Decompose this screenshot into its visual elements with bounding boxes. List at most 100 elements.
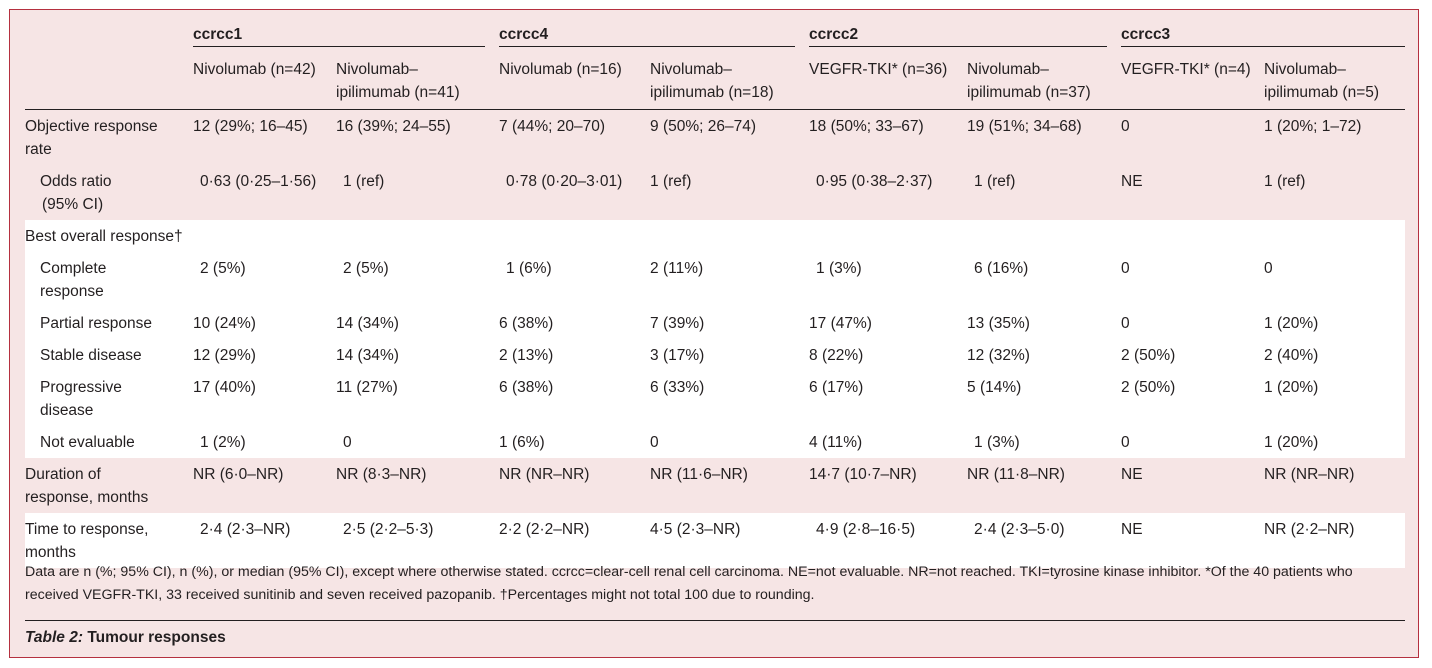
table-cell: 4·5 (2·3–NR)	[650, 521, 741, 538]
column-header: Nivolumab– ipilimumab (n=5)	[1264, 61, 1380, 101]
column-header: Nivolumab (n=16)	[499, 61, 622, 78]
table-cell: 19 (51%; 34–68)	[967, 118, 1082, 135]
table-cell: 10 (24%)	[193, 315, 256, 332]
table-cell: 14·7 (10·7–NR)	[809, 466, 917, 483]
table-cell: 0	[650, 434, 659, 451]
table-cell: 7 (44%; 20–70)	[499, 118, 606, 135]
table-cell: NR (8·3–NR)	[336, 466, 427, 483]
row-label: Objective response rate	[25, 118, 158, 158]
group-ccrcc4: ccrcc4	[499, 23, 796, 47]
table-cell: NE	[1121, 466, 1143, 483]
table-cell: 1 (ref)	[343, 173, 385, 190]
table-cell: 1 (6%)	[506, 260, 552, 277]
table-footnote: Data are n (%; 95% CI), n (%), or median…	[25, 564, 1353, 603]
row-label: Time to response, months	[25, 521, 149, 561]
table-cell: 1 (ref)	[1264, 173, 1306, 190]
table-row: Odds ratio (95% CI) 0·63 (0·25–1·56) 1 (r…	[25, 165, 1406, 220]
table-cell: 6 (33%)	[650, 379, 705, 396]
row-label: Progressive disease	[40, 379, 122, 419]
table-cell: 14 (34%)	[336, 347, 399, 364]
table-cell: 0·95 (0·38–2·37)	[816, 173, 933, 190]
table-cell: 1 (ref)	[974, 173, 1016, 190]
table-cell: 2 (50%)	[1121, 347, 1176, 364]
row-label: Duration of response, months	[25, 466, 149, 506]
table-cell: 0	[1264, 260, 1273, 277]
table-row: Partial response 10 (24%) 14 (34%) 6 (38…	[25, 307, 1406, 339]
table-cell: 2 (40%)	[1264, 347, 1319, 364]
table-cell: 14 (34%)	[336, 315, 399, 332]
footnote-divider	[25, 620, 1405, 621]
column-header-row: Nivolumab (n=42) Nivolumab– ipilimumab (n…	[25, 49, 1406, 110]
caption-label: Table 2:	[25, 629, 83, 646]
tumour-responses-table: ccrcc1 ccrcc4 ccrcc2 ccrcc3 Nivolumab (n…	[25, 10, 1406, 568]
table-cell: 2 (13%)	[499, 347, 554, 364]
table-cell: 0	[343, 434, 352, 451]
table-cell: 6 (16%)	[974, 260, 1029, 277]
caption-title: Tumour responses	[87, 629, 226, 646]
table-cell: 2 (5%)	[343, 260, 389, 277]
table-row: Progressive disease 17 (40%) 11 (27%) 6 (…	[25, 371, 1406, 426]
table-cell: 13 (35%)	[967, 315, 1030, 332]
group-ccrcc3: ccrcc3	[1121, 23, 1406, 47]
row-label: Stable disease	[40, 347, 142, 364]
table-cell: 6 (38%)	[499, 379, 554, 396]
column-header: Nivolumab– ipilimumab (n=37)	[967, 61, 1091, 101]
table-caption: Table 2: Tumour responses	[25, 626, 226, 650]
table-cell: 12 (29%)	[193, 347, 256, 364]
table-cell: NR (11·6–NR)	[650, 466, 748, 483]
table-cell: 2·5 (2·2–5·3)	[343, 521, 434, 538]
table-cell: 1 (3%)	[816, 260, 862, 277]
table-cell: 1 (2%)	[200, 434, 246, 451]
table-cell: 9 (50%; 26–74)	[650, 118, 757, 135]
table-cell: 1 (6%)	[499, 434, 545, 451]
table-cell: 6 (17%)	[809, 379, 864, 396]
group-ccrcc2: ccrcc2	[809, 23, 1108, 47]
table-cell: NR (NR–NR)	[1264, 466, 1355, 483]
table-panel: ccrcc1 ccrcc4 ccrcc2 ccrcc3 Nivolumab (n…	[9, 9, 1419, 658]
table-row: Complete response 2 (5%) 2 (5%) 1 (6%) 2 …	[25, 252, 1406, 307]
table-cell: 1 (3%)	[974, 434, 1020, 451]
table-row: Duration of response, months NR (6·0–NR) …	[25, 458, 1406, 513]
table-cell: 2·4 (2·3–5·0)	[974, 521, 1065, 538]
table-cell: NR (6·0–NR)	[193, 466, 284, 483]
table-cell: 0	[1121, 118, 1130, 135]
table-row: Best overall response†	[25, 220, 1406, 252]
section-heading: Best overall response†	[25, 228, 183, 245]
row-label: Odds ratio (95% CI)	[40, 173, 112, 213]
table-row: Objective response rate 12 (29%; 16–45) 1…	[25, 109, 1406, 165]
table-row: Stable disease 12 (29%) 14 (34%) 2 (13%)…	[25, 339, 1406, 371]
table-row: Time to response, months 2·4 (2·3–NR) 2·5…	[25, 513, 1406, 568]
group-header-row: ccrcc1 ccrcc4 ccrcc2 ccrcc3	[25, 10, 1406, 49]
table-cell: 2 (50%)	[1121, 379, 1176, 396]
group-ccrcc1: ccrcc1	[193, 23, 486, 47]
table-cell: 7 (39%)	[650, 315, 705, 332]
table-cell: 0	[1121, 260, 1130, 277]
table-cell: 1 (20%)	[1264, 379, 1319, 396]
table-cell: 2·2 (2·2–NR)	[499, 521, 590, 538]
table-cell: 11 (27%)	[336, 379, 398, 396]
table-cell: 0	[1121, 315, 1130, 332]
table-cell: 12 (32%)	[967, 347, 1030, 364]
table-cell: 1 (ref)	[650, 173, 692, 190]
table-cell: 2·4 (2·3–NR)	[200, 521, 291, 538]
table-cell: NE	[1121, 173, 1143, 190]
table-cell: 16 (39%; 24–55)	[336, 118, 451, 135]
table-cell: 17 (40%)	[193, 379, 256, 396]
column-header: Nivolumab– ipilimumab (n=18)	[650, 61, 774, 101]
table-cell: 2 (5%)	[200, 260, 246, 277]
table-cell: 12 (29%; 16–45)	[193, 118, 308, 135]
table-cell: 0·63 (0·25–1·56)	[200, 173, 317, 190]
table-cell: 5 (14%)	[967, 379, 1022, 396]
table-cell: NR (NR–NR)	[499, 466, 590, 483]
table-cell: NR (11·8–NR)	[967, 466, 1065, 483]
row-label: Complete response	[40, 260, 107, 300]
row-label: Partial response	[40, 315, 153, 332]
table-cell: 17 (47%)	[809, 315, 872, 332]
row-label: Not evaluable	[40, 434, 135, 451]
table-cell: 1 (20%; 1–72)	[1264, 118, 1362, 135]
table-cell: 1 (20%)	[1264, 315, 1319, 332]
table-cell: 0	[1121, 434, 1130, 451]
table-cell: 18 (50%; 33–67)	[809, 118, 924, 135]
table-cell: NR (2·2–NR)	[1264, 521, 1355, 538]
table-row: Not evaluable 1 (2%) 0 1 (6%) 0 4 (11%) …	[25, 426, 1406, 458]
